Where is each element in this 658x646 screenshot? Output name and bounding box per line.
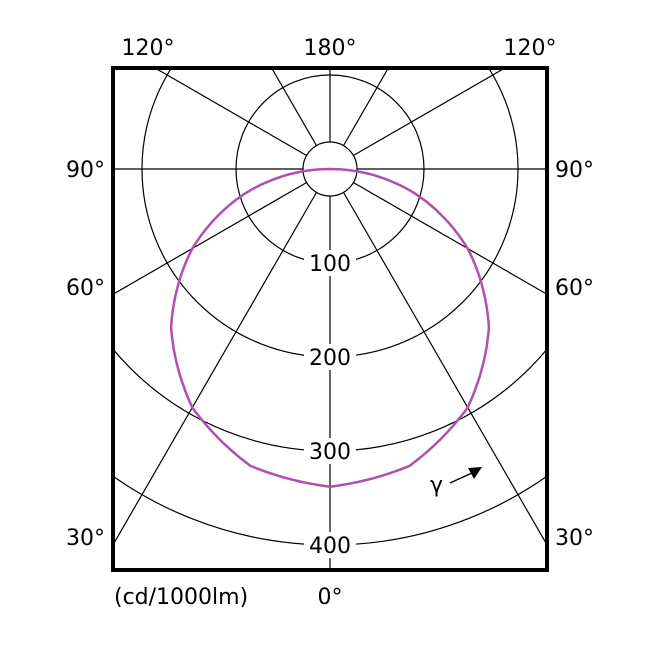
- radial-label-bg: [304, 250, 356, 276]
- angle-label-left-60: 60°: [66, 276, 105, 301]
- angle-label-right-60: 60°: [555, 276, 594, 301]
- spoke-line: [353, 68, 506, 157]
- angle-label-left-90: 90°: [66, 158, 105, 183]
- angle-label-top-right: 120°: [504, 36, 557, 61]
- angle-label-top: 180°: [304, 36, 357, 61]
- angle-label-top-left: 120°: [122, 36, 175, 61]
- gamma-symbol: γ: [430, 473, 443, 498]
- angle-label-left-30: 30°: [66, 526, 105, 551]
- spoke-line: [154, 68, 307, 157]
- center-circle: [302, 141, 358, 197]
- curves: [169, 167, 491, 488]
- spoke-line: [113, 181, 307, 295]
- unit-label: (cd/1000lm): [114, 585, 248, 610]
- gamma-arrow-icon: [449, 467, 482, 484]
- radial-tick-label: 200: [309, 346, 351, 371]
- intensity-curve: [169, 167, 491, 488]
- radial-labels: 100 200 300 400: [304, 250, 356, 559]
- spoke-line: [342, 192, 547, 546]
- radial-tick-label: 300: [309, 440, 351, 465]
- radial-tick-label: 400: [309, 534, 351, 559]
- angle-label-right-30: 30°: [555, 526, 594, 551]
- radial-label-bg: [304, 438, 356, 464]
- spoke-line: [353, 181, 547, 295]
- radial-tick-label: 100: [309, 252, 351, 277]
- plot-frame: [111, 66, 549, 572]
- spoke-line: [113, 192, 318, 546]
- angle-label-right-90: 90°: [555, 158, 594, 183]
- spoke-line: [271, 68, 318, 146]
- radial-label-bg: [304, 344, 356, 370]
- spoke-line: [342, 68, 389, 146]
- radial-label-bg: [304, 532, 356, 558]
- angle-label-bottom: 0°: [318, 585, 343, 610]
